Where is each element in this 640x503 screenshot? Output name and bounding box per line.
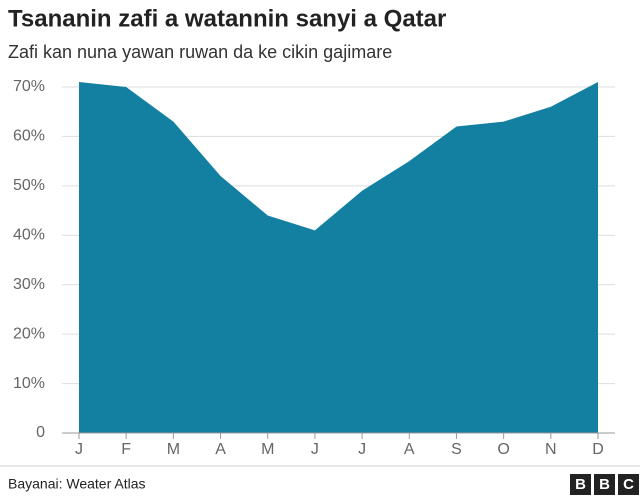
x-tick-label: M <box>167 441 180 458</box>
x-tick-label: A <box>404 441 415 458</box>
x-tick-label: N <box>545 441 557 458</box>
chart-subtitle: Zafi kan nuna yawan ruwan da ke cikin ga… <box>8 42 392 62</box>
x-tick-label: A <box>215 441 226 458</box>
logo-box <box>570 474 591 495</box>
x-tick-label: F <box>121 441 131 458</box>
logo-letter: B <box>599 476 610 493</box>
x-tick-label: M <box>261 441 274 458</box>
chart-title: Tsananin zafi a watannin sanyi a Qatar <box>8 5 446 32</box>
y-tick-label: 70% <box>13 78 45 95</box>
y-tick-label: 60% <box>13 128 45 145</box>
logo-box <box>594 474 615 495</box>
area <box>79 82 598 434</box>
x-tick-label: O <box>497 441 509 458</box>
x-tick-label: J <box>75 441 83 458</box>
x-tick-label: S <box>451 441 462 458</box>
logo-letter: B <box>575 476 586 493</box>
y-tick-label: 20% <box>13 325 45 342</box>
logo-box <box>618 474 639 495</box>
source: Bayanai: Weater Atlas <box>8 476 145 492</box>
x-tick-label: J <box>358 441 366 458</box>
y-tick-label: 30% <box>13 276 45 293</box>
y-tick-label: 10% <box>13 375 45 392</box>
x-tick-label: J <box>311 441 319 458</box>
x-tick-label: D <box>592 441 604 458</box>
y-tick-label: 0 <box>36 424 45 441</box>
logo-letter: C <box>623 476 634 493</box>
y-tick-label: 40% <box>13 227 45 244</box>
y-tick-label: 50% <box>13 177 45 194</box>
